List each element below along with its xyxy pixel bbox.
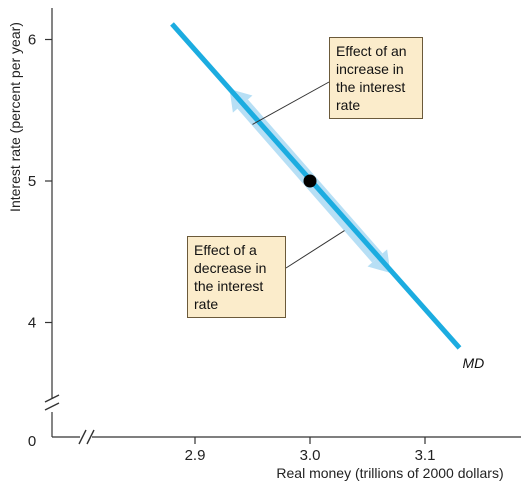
annotation-decrease-line: Effect of a [194, 242, 257, 258]
origin-label: 0 [28, 433, 36, 450]
equilibrium-point [303, 174, 317, 188]
x-tick-label: 2.9 [185, 447, 206, 464]
annotation-increase-line: Effect of an [336, 43, 407, 59]
annotation-increase-leader [252, 81, 330, 125]
annotation-decrease-leader [285, 230, 345, 269]
ticks: 6 5 4 2.9 3.0 3.1 [28, 32, 436, 465]
x-tick-label: 3.1 [415, 447, 436, 464]
annotation-increase-line: the interest [336, 79, 406, 95]
x-axis-break-mark [86, 429, 95, 445]
y-axis-break-mark [44, 394, 60, 403]
y-axis-title: Interest rate (percent per year) [7, 22, 23, 212]
annotation-increase-line: rate [336, 97, 361, 113]
y-axis-break-mark [44, 402, 60, 411]
md-curve-label: MD [463, 355, 485, 371]
md-curve-line [170, 22, 462, 350]
x-axis-title: Real money (trillions of 2000 dollars) [276, 465, 503, 481]
annotation-decrease-line: the interest [194, 278, 264, 294]
y-tick-label: 5 [28, 173, 36, 190]
axes [44, 8, 521, 445]
y-tick-label: 4 [28, 315, 36, 332]
annotation-decrease-line: rate [194, 296, 219, 312]
annotation-decrease-box: Effect of a decrease in the interest rat… [187, 236, 286, 318]
annotation-increase-line: increase in [336, 61, 404, 77]
x-axis-break-mark [78, 429, 87, 445]
annotation-decrease-line: decrease in [194, 260, 267, 276]
annotation-leaders [252, 81, 345, 269]
y-tick-label: 6 [28, 32, 36, 49]
curves: MD [170, 22, 485, 371]
annotation-increase-box: Effect of an increase in the interest ra… [329, 37, 423, 119]
x-tick-label: 3.0 [300, 447, 321, 464]
